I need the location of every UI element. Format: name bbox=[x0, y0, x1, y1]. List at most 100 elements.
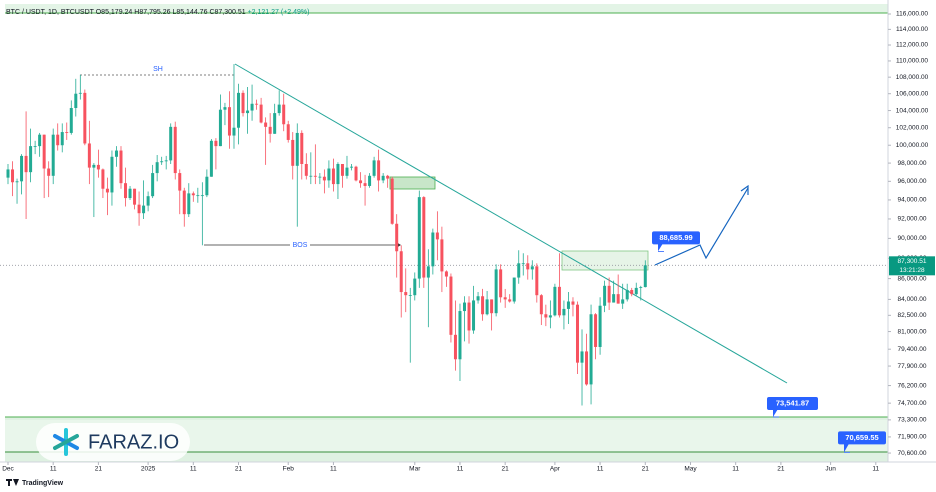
candle-body bbox=[128, 188, 132, 199]
y-tick-label: 86,000.00 bbox=[898, 275, 927, 282]
level-label: 73,541.87 bbox=[776, 399, 809, 408]
x-tick-label: Mar bbox=[409, 466, 421, 473]
candle-body bbox=[69, 108, 73, 133]
candle-body bbox=[485, 299, 489, 315]
candle-body bbox=[277, 104, 281, 114]
candle-body bbox=[539, 295, 543, 315]
candle-body bbox=[535, 266, 539, 296]
y-tick-label: 90,000.00 bbox=[898, 235, 927, 242]
candle-body bbox=[169, 126, 173, 161]
candle-body bbox=[408, 295, 412, 296]
level-label: 88,685.99 bbox=[659, 233, 692, 242]
candle-body bbox=[29, 146, 33, 173]
candle-body bbox=[286, 124, 290, 140]
x-tick-label: 11 bbox=[732, 466, 739, 473]
candle-body bbox=[259, 104, 263, 123]
candle-body bbox=[42, 134, 46, 169]
x-tick-label: Feb bbox=[283, 466, 295, 473]
x-tick-label: 11 bbox=[872, 466, 879, 473]
bos-label-bg bbox=[290, 240, 310, 250]
x-tick-label: 21 bbox=[502, 466, 510, 473]
projection-arrowhead bbox=[740, 184, 749, 195]
y-tick-label: 82,500.00 bbox=[898, 312, 927, 319]
candle-body bbox=[621, 299, 625, 304]
x-tick-label: Jun bbox=[825, 466, 836, 473]
candle-body bbox=[92, 164, 96, 168]
candle-body bbox=[273, 113, 277, 134]
candle-body bbox=[566, 301, 570, 309]
candle-body bbox=[381, 175, 385, 181]
y-tick-label: 114,000.00 bbox=[896, 26, 928, 33]
candle-body bbox=[232, 127, 236, 136]
candle-body bbox=[24, 155, 28, 173]
candle-body bbox=[359, 180, 363, 184]
candle-body bbox=[526, 263, 530, 270]
y-tick-label: 76,200.00 bbox=[898, 382, 927, 389]
candle-body bbox=[395, 223, 399, 252]
y-tick-label: 73,300.00 bbox=[898, 417, 927, 424]
candle-body bbox=[336, 163, 340, 185]
candle-body bbox=[51, 134, 55, 176]
candle-body bbox=[386, 175, 390, 179]
candle-body bbox=[512, 277, 516, 302]
candle-body bbox=[612, 294, 616, 303]
y-tick-label: 108,000.00 bbox=[896, 74, 929, 81]
x-tick-label: 11 bbox=[190, 466, 197, 473]
candle-body bbox=[191, 193, 195, 196]
candle-body bbox=[295, 132, 299, 166]
y-tick-label: 96,000.00 bbox=[898, 178, 927, 185]
x-tick-label: 11 bbox=[597, 466, 604, 473]
candle-body bbox=[155, 162, 159, 174]
candle-body bbox=[327, 168, 331, 181]
candle-body bbox=[377, 160, 381, 181]
candle-body bbox=[494, 269, 498, 314]
candle-body bbox=[15, 181, 19, 183]
candle-body bbox=[372, 160, 376, 176]
x-tick-label: May bbox=[684, 466, 697, 473]
candle-body bbox=[616, 294, 620, 304]
last-price-label: 87,300.51 bbox=[898, 258, 927, 265]
candle-body bbox=[96, 164, 100, 170]
open: O85,179.24 bbox=[96, 9, 133, 16]
candle-body bbox=[250, 103, 254, 111]
swing-high-label: SH bbox=[153, 66, 163, 73]
candle-body bbox=[340, 163, 344, 176]
candle-body bbox=[178, 173, 182, 191]
candle-body bbox=[467, 302, 471, 331]
close: C87,300.51 bbox=[209, 9, 245, 16]
candle-body bbox=[476, 296, 480, 301]
candle-body bbox=[625, 289, 629, 300]
candle-body bbox=[101, 169, 105, 189]
candle-body bbox=[142, 205, 146, 214]
candle-body bbox=[508, 299, 512, 302]
candle-body bbox=[399, 251, 403, 293]
candle-body bbox=[639, 287, 643, 288]
candle-body bbox=[255, 103, 259, 105]
footer-logo bbox=[6, 479, 19, 486]
projection-arrow bbox=[654, 187, 749, 266]
y-tick-label: 77,900.00 bbox=[898, 363, 927, 370]
y-tick-label: 79,400.00 bbox=[898, 346, 927, 353]
x-tick-label: 21 bbox=[777, 466, 785, 473]
candle-body bbox=[557, 286, 561, 316]
y-tick-label: 74,700.00 bbox=[898, 400, 927, 407]
candle-body bbox=[227, 107, 231, 136]
candle-body bbox=[87, 143, 91, 168]
x-tick-label: 21 bbox=[235, 466, 243, 473]
candle-body bbox=[309, 175, 313, 177]
watermark-bg bbox=[36, 423, 190, 461]
candle-body bbox=[598, 305, 602, 347]
candle-body bbox=[223, 107, 227, 110]
supply-zone bbox=[389, 176, 436, 190]
candle-body bbox=[589, 314, 593, 385]
high: H87,795.26 bbox=[134, 9, 170, 16]
footer: TradingView bbox=[22, 480, 64, 487]
candle-body bbox=[83, 92, 87, 144]
candle-body bbox=[345, 167, 349, 176]
candle-body bbox=[331, 168, 335, 185]
legend: BTC / USDT, 1D, BTCUSDT O85,179.24 H87,7… bbox=[6, 9, 309, 16]
y-tick-label: 110,000.00 bbox=[896, 58, 928, 65]
last-price-tag bbox=[889, 256, 935, 276]
